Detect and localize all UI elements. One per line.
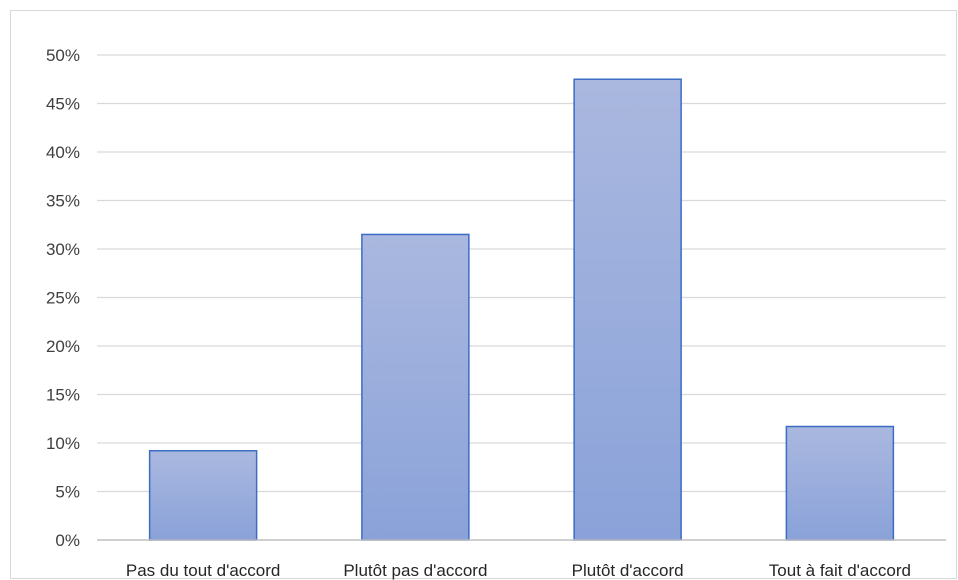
bar-3 [785, 425, 895, 541]
bar-1 [361, 233, 470, 541]
y-tick-label: 10% [46, 434, 80, 453]
x-category-label: Tout à fait d'accord [769, 561, 911, 580]
x-category-label: Plutôt pas d'accord [343, 561, 487, 580]
y-tick-label: 15% [46, 386, 80, 405]
y-tick-label: 30% [46, 240, 80, 259]
y-axis-tick-labels: 0% 5% 10% 15% 20% 25% 30% 35% 40% 45% 50% [46, 46, 80, 550]
bar-2 [573, 78, 682, 541]
y-tick-label: 25% [46, 289, 80, 308]
bars [148, 78, 895, 541]
y-tick-label: 5% [55, 483, 80, 502]
x-axis-category-labels: Pas du tout d'accord Plutôt pas d'accord P… [126, 561, 911, 580]
x-category-label: Plutôt d'accord [572, 561, 684, 580]
y-tick-label: 20% [46, 337, 80, 356]
y-tick-label: 40% [46, 143, 80, 162]
y-tick-label: 35% [46, 192, 80, 211]
y-tick-label: 50% [46, 46, 80, 65]
y-tick-label: 45% [46, 95, 80, 114]
y-tick-label: 0% [55, 531, 80, 550]
x-category-label: Pas du tout d'accord [126, 561, 280, 580]
bar-0 [148, 450, 258, 541]
